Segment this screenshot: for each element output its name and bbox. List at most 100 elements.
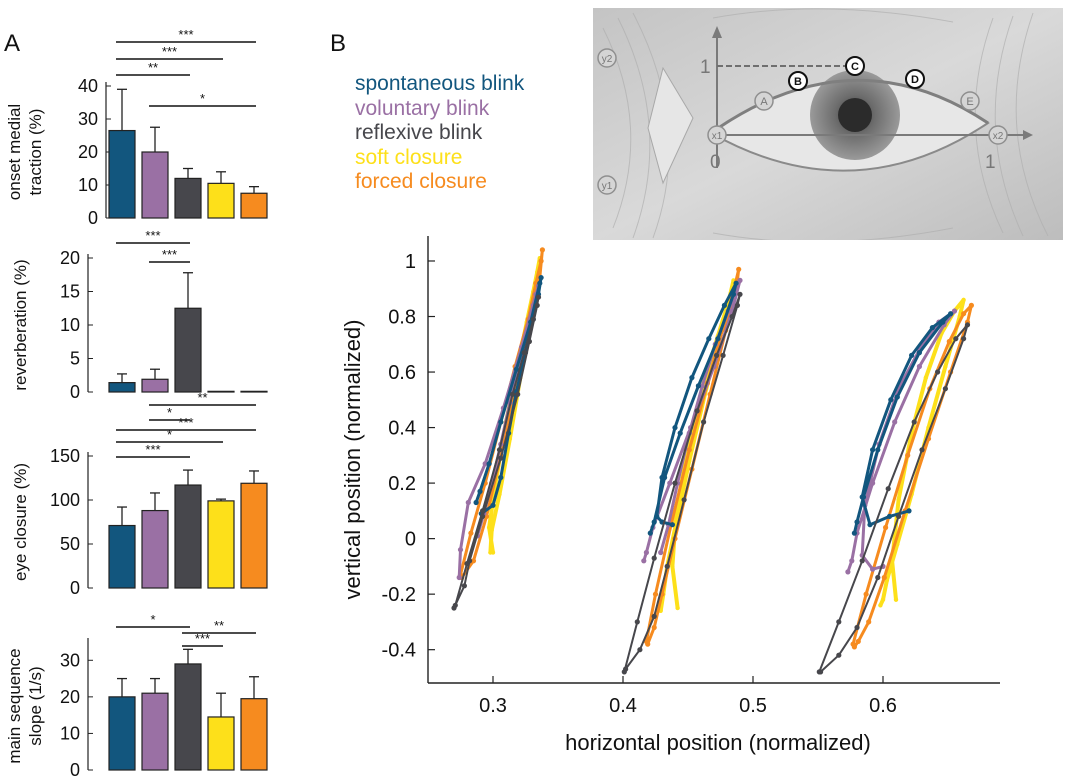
significance-label: ***: [162, 44, 177, 59]
bar-forced-closure: [240, 390, 268, 393]
significance-label: ***: [195, 631, 210, 646]
trajectory-point: [968, 302, 975, 308]
svg-text:E: E: [966, 96, 973, 108]
x-tick-label: 0.3: [479, 695, 507, 717]
trajectory-point: [526, 338, 533, 345]
trajectory-point: [715, 336, 721, 342]
trajectory-point: [486, 461, 492, 467]
trajectory-point: [634, 619, 640, 625]
trajectory-point: [513, 366, 520, 372]
trajectory-spontaneous-blink: [474, 276, 543, 516]
trajectory-point: [948, 311, 954, 317]
legend-voluntary: voluntary blink: [355, 96, 490, 120]
trajectory-point: [875, 447, 881, 453]
trajectory-point: [866, 619, 872, 625]
trajectory-point: [870, 447, 876, 453]
bar-soft-closure: [207, 182, 235, 219]
y-axis-label: eye closure (%): [11, 463, 30, 581]
trajectory-reflexive-blink: [818, 323, 969, 673]
trajectory-point: [651, 624, 657, 631]
bar-forced-closure: [240, 698, 268, 771]
trajectory-point: [734, 302, 741, 308]
trajectory-point: [451, 605, 457, 611]
trajectory-point: [470, 558, 477, 564]
bar-voluntary-blink: [141, 692, 169, 771]
panel-b-label: B: [330, 30, 347, 57]
y-axis-label: traction (%): [26, 109, 45, 196]
y-axis-label: slope (1/s): [26, 666, 45, 745]
legend-forced: forced closure: [355, 170, 487, 193]
trajectory-point: [888, 397, 894, 403]
svg-text:x1: x1: [712, 131, 723, 142]
y-tick-label: 0.6: [388, 362, 416, 384]
trajectory-point: [878, 603, 883, 608]
y-tick-label: 5: [70, 349, 80, 369]
significance-label: **: [197, 390, 207, 405]
trajectory-point: [905, 452, 911, 458]
y-axis-label: main sequence: [5, 648, 24, 763]
trajectory-point: [498, 455, 504, 461]
trajectory-reflexive-blink: [453, 296, 540, 609]
trajectory-point: [689, 375, 695, 381]
trajectory-point: [497, 492, 502, 497]
bar-chart-2: 0 5 10 15 20 reverberation (%) ******: [11, 228, 268, 402]
bar-reflexive-blink: [174, 484, 202, 589]
y-tick-label: -0.4: [382, 640, 416, 662]
y-tick-label: 20: [78, 142, 98, 162]
svg-text:A: A: [760, 96, 768, 108]
trajectory-point: [537, 280, 543, 286]
trajectory-point: [473, 499, 479, 506]
svg-text:C: C: [851, 61, 859, 73]
trajectory-point: [706, 336, 712, 342]
y-tick-label: 0: [405, 529, 416, 551]
trajectory-point: [667, 480, 673, 486]
y-tick-label: 15: [60, 282, 80, 302]
trajectory-point: [677, 430, 683, 436]
trajectory-point: [854, 624, 860, 631]
trajectory-point: [641, 558, 647, 564]
trajectory-point: [530, 316, 536, 322]
bar-reflexive-blink: [174, 663, 202, 771]
trajectory-point: [896, 513, 902, 520]
trajectory-point: [468, 530, 474, 536]
trajectory-point: [498, 474, 504, 481]
y-tick-label: 20: [60, 687, 80, 707]
significance-label: *: [200, 91, 205, 106]
y-axis-label: onset medial: [5, 104, 24, 200]
bar-voluntary-blink: [141, 378, 169, 393]
trajectory-point: [961, 311, 967, 317]
trajectory-point: [849, 558, 855, 564]
trajectory-point: [721, 302, 728, 308]
trajectory-point: [535, 294, 542, 300]
trajectory-point: [489, 528, 494, 533]
significance-label: **: [148, 60, 158, 75]
trajectory-point: [940, 319, 946, 325]
trajectory-point: [695, 383, 702, 389]
trajectory-point: [651, 519, 657, 525]
bar-spontaneous-blink: [108, 696, 136, 771]
trajectory-point: [480, 513, 486, 520]
x-axis-arrow: [1023, 130, 1033, 140]
bar-voluntary-blink: [141, 151, 169, 219]
trajectory-point: [863, 591, 869, 597]
bar-soft-closure: [207, 500, 235, 589]
y-tick-label: 0: [88, 208, 98, 228]
marker-x2: x2: [988, 125, 1008, 145]
trajectory-point: [623, 666, 629, 672]
trajectory-spontaneous-blink: [648, 281, 738, 535]
trajectory-reflexive-blink: [623, 293, 741, 673]
trajectory-point: [681, 497, 687, 503]
marker-y1: y1: [597, 175, 617, 195]
trajectory-point: [670, 564, 675, 569]
bar-soft-closure: [207, 716, 235, 771]
trajectory-group-1: [451, 247, 546, 611]
y-tick-label: 0.2: [388, 473, 416, 495]
trajectory-point: [488, 550, 493, 555]
trajectory-point: [482, 461, 488, 467]
y-tick-label: 150: [50, 446, 80, 466]
trajectory-point: [509, 391, 516, 397]
significance-label: ***: [162, 247, 177, 262]
y-axis-label: vertical position (normalized): [340, 320, 365, 600]
